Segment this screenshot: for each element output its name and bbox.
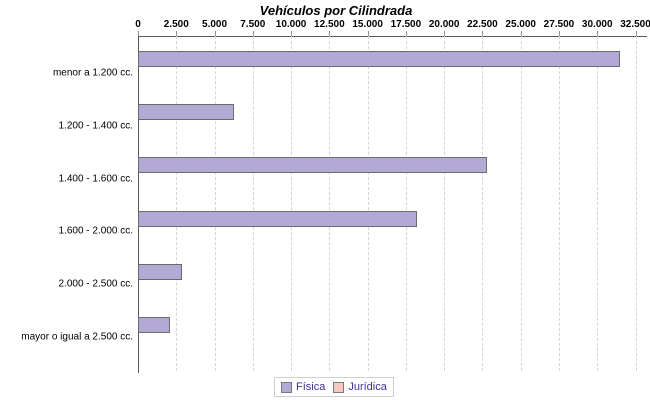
legend-label: Jurídica	[348, 381, 387, 393]
legend: Física Jurídica	[274, 377, 394, 397]
category-label: 2.000 - 2.500 cc.	[58, 278, 134, 290]
bar-fisica	[138, 210, 417, 227]
gridline	[520, 36, 522, 371]
x-tick-mark	[291, 31, 293, 36]
gridline	[367, 36, 369, 371]
x-tick-mark	[405, 31, 407, 36]
x-tick-label: 25.000	[505, 19, 536, 30]
gridline	[482, 36, 484, 371]
legend-item-juridica: Jurídica	[333, 381, 387, 393]
x-tick-mark	[329, 31, 331, 36]
gridline	[252, 36, 254, 371]
legend-item-fisica: Física	[281, 381, 325, 393]
x-tick-mark	[176, 31, 178, 36]
x-tick-label: 2.500	[163, 19, 189, 30]
x-tick-label: 10.000	[275, 19, 307, 30]
x-tick-label: 20.000	[428, 19, 460, 30]
x-tick-mark	[252, 31, 254, 36]
chart-title: Vehículos por Cilindrada	[259, 3, 413, 18]
gridline	[176, 36, 178, 371]
y-axis-line	[138, 36, 139, 373]
x-tick-mark	[138, 31, 139, 36]
x-tick-label: 30.000	[581, 19, 613, 30]
x-tick-mark	[367, 31, 369, 36]
gridline	[558, 36, 560, 371]
x-tick-label: 17.500	[390, 19, 422, 30]
x-tick-mark	[558, 31, 560, 36]
category-label: 1.400 - 1.600 cc.	[58, 173, 134, 185]
x-tick-label: 0	[135, 19, 141, 30]
gridline	[214, 36, 216, 371]
x-tick-label: 15.000	[352, 19, 383, 30]
legend-swatch-icon	[281, 381, 292, 393]
x-tick-mark	[597, 31, 599, 36]
x-tick-mark	[635, 31, 637, 36]
bar-fisica	[138, 263, 183, 280]
gridline	[329, 36, 331, 371]
category-label: mayor o igual a 2.500 cc.	[21, 331, 133, 343]
bar-fisica	[138, 104, 235, 121]
x-tick-label: 5.000	[202, 19, 228, 30]
gridline	[405, 36, 407, 371]
x-tick-mark	[482, 31, 484, 36]
category-label: 1.600 - 2.000 cc.	[58, 225, 134, 237]
category-label: 1.200 - 1.400 cc.	[58, 120, 134, 132]
gridline	[635, 36, 637, 371]
gridline	[597, 36, 599, 371]
bar-fisica	[138, 317, 171, 333]
legend-label: Física	[296, 381, 326, 393]
x-tick-label: 12.500	[314, 19, 345, 30]
bar-fisica	[138, 157, 487, 174]
x-tick-mark	[444, 31, 446, 36]
x-tick-label: 22.500	[467, 19, 498, 30]
legend-swatch-icon	[333, 381, 345, 393]
x-tick-label: 27.500	[543, 19, 575, 30]
x-tick-mark	[520, 31, 522, 36]
x-tick-label: 7.500	[240, 19, 266, 30]
x-axis-line	[138, 36, 647, 37]
x-tick-mark	[214, 31, 216, 36]
bar-fisica	[138, 51, 621, 67]
gridline	[291, 36, 293, 371]
x-tick-label: 32.500	[620, 19, 650, 30]
category-label: menor a 1.200 cc.	[52, 67, 133, 79]
gridline	[444, 36, 446, 371]
